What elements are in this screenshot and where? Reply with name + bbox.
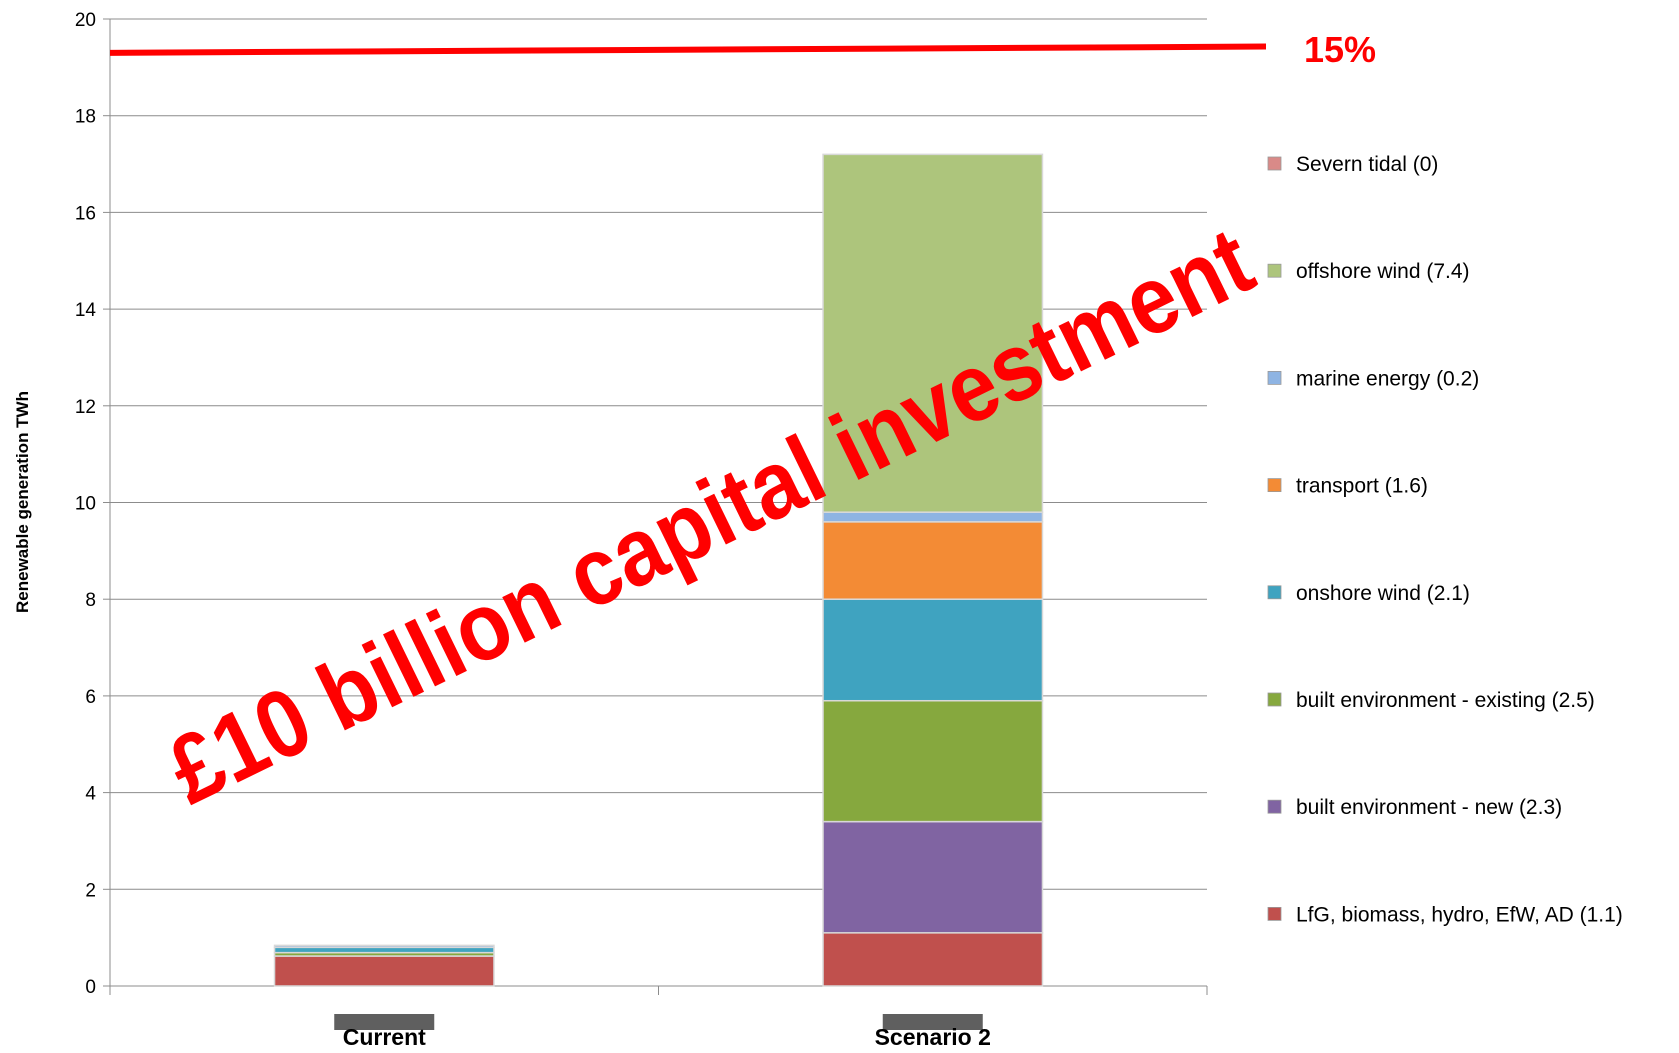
legend-label: transport (1.6): [1296, 475, 1428, 498]
legend-swatch: [1267, 263, 1282, 278]
legend-label: LfG, biomass, hydro, EfW, AD (1.1): [1296, 903, 1623, 926]
y-axis-label: Renewable generation TWh: [13, 391, 32, 613]
legend-label: built environment - new (2.3): [1296, 796, 1562, 819]
target-line: [109, 43, 1267, 56]
legend-swatch: [1267, 799, 1282, 814]
annotation: £10 billion capital investment: [152, 207, 1268, 825]
bar-segment: [822, 820, 1044, 934]
x-tick-label: Scenario 2: [875, 1024, 991, 1050]
y-tick-label: 6: [85, 687, 96, 708]
y-tick-label: 12: [75, 397, 96, 418]
bar-segment: [822, 598, 1044, 702]
legend-label: built environment - existing (2.5): [1296, 689, 1595, 712]
bar-segment: [822, 521, 1044, 600]
y-tick-label: 8: [85, 590, 96, 611]
y-tick-label: 0: [85, 977, 96, 998]
bar-segment: [822, 511, 1044, 523]
y-tick-label: 18: [75, 107, 96, 128]
legend-label: Severn tidal (0): [1296, 153, 1438, 176]
bar-segment: [273, 946, 495, 954]
label-box: [882, 1014, 983, 1030]
legend-swatch: [1267, 692, 1282, 707]
legend-swatch: [1267, 370, 1282, 385]
bar-segment: [822, 932, 1044, 987]
y-tick-label: 16: [75, 203, 96, 224]
x-tick-label: Current: [343, 1024, 426, 1050]
legend-label: offshore wind (7.4): [1296, 260, 1470, 283]
label-box: [334, 1014, 435, 1030]
y-tick-label: 4: [85, 784, 96, 805]
y-tick-label: 10: [75, 494, 96, 515]
legend-swatch: [1267, 156, 1282, 171]
y-tick-label: 14: [75, 300, 97, 321]
bar-segment: [822, 699, 1044, 823]
bar-segment: [822, 153, 1044, 513]
y-tick-label: 20: [75, 10, 96, 31]
legend-swatch: [1267, 585, 1282, 600]
target-label: 15%: [1304, 29, 1376, 70]
legend-swatch: [1267, 907, 1282, 921]
legend-label: marine energy (0.2): [1296, 367, 1479, 390]
legend-label: onshore wind (2.1): [1296, 582, 1470, 605]
legend-swatch: [1267, 478, 1282, 493]
bar-segment: [273, 955, 495, 987]
y-tick-label: 2: [85, 880, 96, 901]
bar-segment: [273, 944, 495, 949]
